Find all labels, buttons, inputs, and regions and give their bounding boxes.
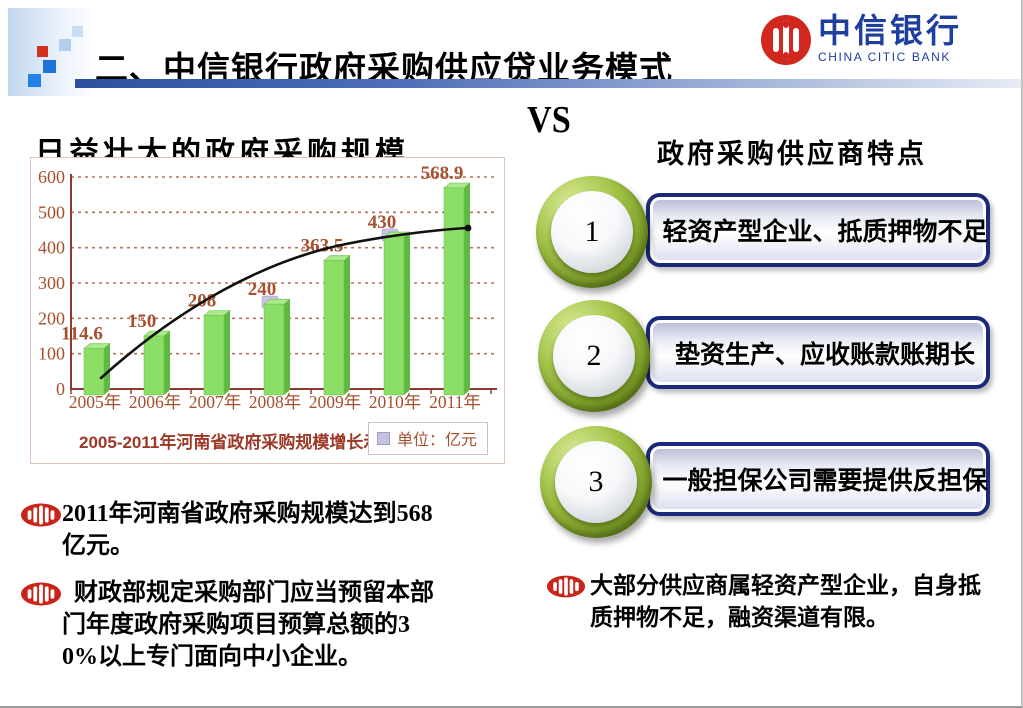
- svg-text:2008年: 2008年: [249, 392, 302, 412]
- svg-text:240: 240: [248, 279, 277, 300]
- feature-number-badge-1: 1: [536, 176, 648, 288]
- decoration-square: [72, 26, 83, 37]
- list-item: 财政部规定采购部门应当预留本部门年度政府采购项目预算总额的30%以上专门面向中小…: [20, 577, 490, 673]
- citic-bullet-icon: [20, 503, 62, 527]
- svg-text:363.5: 363.5: [301, 236, 344, 257]
- citic-bank-logo: 中信银行 CHINA CITIC BANK: [760, 14, 962, 66]
- svg-text:430: 430: [368, 212, 397, 233]
- feature-pill-2: 垫资生产、应收账款账期长: [646, 316, 990, 389]
- decoration-square: [28, 74, 41, 87]
- feature-number: 3: [555, 441, 637, 523]
- chart-caption: 2005-2011年河南省政府采购规模增长示意图: [79, 433, 415, 452]
- citic-bullet-icon: [546, 575, 586, 598]
- feature-number: 1: [551, 191, 633, 273]
- svg-text:600: 600: [38, 167, 65, 187]
- bullet-text: 财政部规定采购部门应当预留本部门年度政府采购项目预算总额的30%以上专门面向中小…: [62, 580, 434, 670]
- svg-text:0: 0: [56, 379, 65, 399]
- bullet-text: 2011年河南省政府采购规模达到568亿元。: [62, 501, 433, 559]
- svg-text:400: 400: [38, 238, 65, 258]
- procurement-chart-svg: 0100200300400500600114.62005年1502006年208…: [38, 163, 497, 412]
- svg-text:2005年: 2005年: [69, 392, 122, 412]
- procurement-chart: 0 100 200 300 400 500 600 114.6 2005年 150 2006年 208…: [30, 157, 505, 464]
- logo-name-cn: 中信银行: [818, 14, 962, 50]
- feature-label: 一般担保公司需要提供反担保: [662, 468, 988, 495]
- decoration-square: [43, 60, 56, 73]
- svg-text:300: 300: [38, 273, 65, 293]
- citic-bullet-icon: [20, 582, 62, 606]
- svg-text:2010年: 2010年: [369, 392, 422, 412]
- svg-text:100: 100: [38, 344, 65, 364]
- list-item: 2011年河南省政府采购规模达到568亿元。: [20, 498, 490, 562]
- logo-name-en: CHINA CITIC BANK: [818, 50, 951, 64]
- svg-text:2011年: 2011年: [429, 392, 481, 412]
- svg-text:200: 200: [38, 308, 65, 328]
- svg-text:2006年: 2006年: [129, 392, 182, 412]
- svg-text:2009年: 2009年: [309, 392, 362, 412]
- legend-swatch-icon: [376, 431, 390, 445]
- svg-text:114.6: 114.6: [61, 324, 103, 345]
- feature-pill-1: 轻资产型企业、抵质押物不足: [646, 193, 990, 267]
- feature-label: 垫资生产、应收账款账期长: [674, 341, 975, 369]
- citic-emblem-icon: [761, 15, 811, 65]
- vs-label: VS: [527, 99, 571, 141]
- svg-text:150: 150: [128, 311, 157, 332]
- decoration-square: [59, 39, 71, 51]
- feature-label: 轻资产型企业、抵质押物不足: [662, 219, 988, 246]
- legend-label: 单位：亿元: [396, 432, 477, 449]
- svg-text:568.9: 568.9: [421, 163, 464, 184]
- left-bullet-list: 2011年河南省政府采购规模达到568亿元。 财政部规定采购部门应当预留本部门年…: [20, 498, 490, 688]
- features-section-title: 政府采购供应商特点: [657, 139, 927, 170]
- feature-number-badge-2: 2: [538, 300, 650, 412]
- chart-legend: 单位：亿元: [367, 422, 488, 455]
- list-item: 大部分供应商属轻资产型企业，自身抵质押物不足，融资渠道有限。: [546, 570, 982, 634]
- svg-text:2007年: 2007年: [189, 392, 242, 412]
- header-divider-bar: [75, 79, 1021, 88]
- bullet-text: 大部分供应商属轻资产型企业，自身抵质押物不足，融资渠道有限。: [590, 573, 981, 630]
- logo-wordmark: 中信银行 CHINA CITIC BANK: [818, 14, 962, 64]
- feature-number-badge-3: 3: [540, 426, 652, 538]
- svg-text:500: 500: [38, 202, 65, 222]
- feature-pill-3: 一般担保公司需要提供反担保: [646, 442, 990, 516]
- feature-number: 2: [553, 315, 635, 397]
- decoration-square-red: [37, 46, 48, 57]
